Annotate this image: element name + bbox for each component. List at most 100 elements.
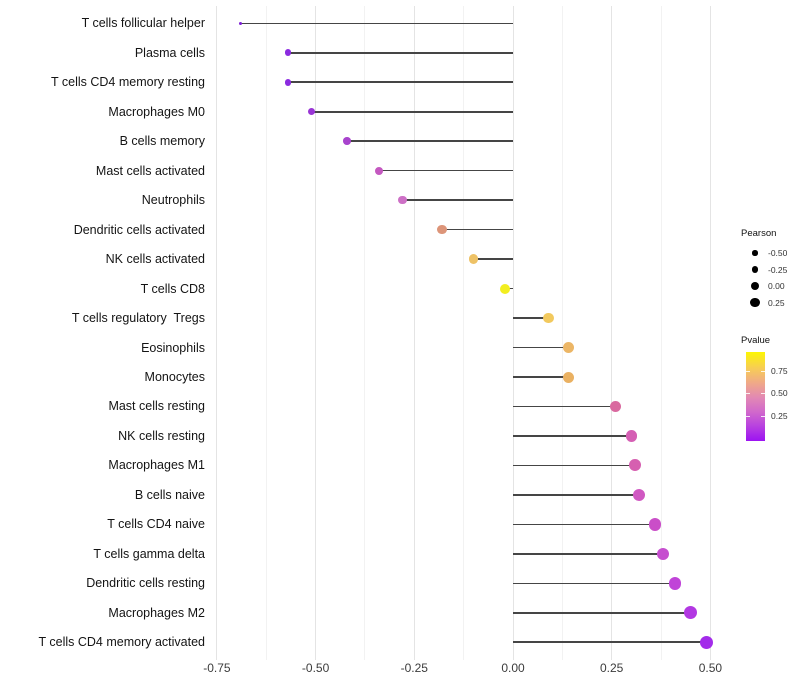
stem-segment (513, 523, 656, 526)
colorbar-label: 0.75 (771, 365, 788, 376)
data-point-dot (625, 430, 638, 442)
stem-segment (513, 346, 569, 349)
legend-size-label: 0.25 (768, 297, 785, 308)
data-point-dot (699, 635, 714, 650)
data-point-dot (609, 400, 622, 413)
stem-segment (513, 612, 691, 614)
category-label: Macrophages M1 (108, 458, 205, 473)
stem-segment (311, 110, 513, 113)
gridline-minor (561, 6, 563, 660)
category-label: Dendritic cells resting (86, 576, 205, 591)
stem-segment (402, 199, 513, 201)
gridline-major (315, 6, 317, 660)
gridline-minor (463, 6, 465, 660)
pvalue-colorbar (746, 352, 765, 441)
x-tick-label: -0.50 (301, 661, 330, 675)
data-point-dot (468, 254, 479, 264)
colorbar-tick (761, 393, 765, 395)
stem-segment (287, 51, 513, 54)
category-label: T cells CD8 (140, 281, 205, 296)
stem-segment (513, 317, 549, 319)
category-label: Monocytes (144, 370, 205, 384)
category-label: NK cells resting (118, 428, 205, 443)
data-point-dot (562, 371, 574, 383)
colorbar-label: 0.25 (771, 411, 788, 422)
category-label: T cells CD4 naive (107, 517, 205, 532)
category-label: T cells regulatory Tregs (71, 311, 205, 326)
gridline-minor (364, 6, 366, 660)
x-tick-label: -0.25 (400, 661, 428, 675)
gridline-minor (660, 6, 662, 660)
legend-pvalue-title: Pvalue (741, 335, 771, 346)
stem-segment (513, 435, 632, 437)
category-label: Mast cells resting (108, 399, 205, 414)
category-label: B cells naive (134, 487, 205, 502)
gridline-major (216, 6, 218, 660)
data-point-dot (374, 166, 383, 175)
stem-segment (287, 81, 513, 84)
gridline-minor (265, 6, 267, 660)
data-point-dot (238, 21, 243, 25)
stem-segment (240, 22, 513, 25)
stem-segment (513, 464, 636, 467)
category-label: Neutrophils (141, 193, 205, 208)
data-point-dot (633, 488, 646, 501)
x-tick-label: 0.00 (501, 661, 525, 675)
colorbar-label: 0.50 (771, 388, 788, 399)
gridline-major (512, 6, 514, 660)
category-label: B cells memory (119, 134, 205, 149)
data-point-dot (668, 576, 682, 590)
stem-segment (513, 553, 664, 555)
category-label: Mast cells activated (95, 163, 205, 178)
data-point-dot (398, 195, 407, 205)
legend-size-dot (750, 297, 760, 308)
stem-segment (513, 582, 675, 585)
x-tick-label: -0.75 (203, 661, 231, 675)
stem-segment (513, 376, 569, 378)
category-label: T cells CD4 memory activated (38, 635, 206, 650)
colorbar-tick (761, 370, 765, 372)
stem-segment (513, 405, 616, 408)
data-point-dot (656, 547, 670, 561)
data-point-dot (543, 312, 554, 324)
stem-segment (473, 258, 513, 260)
colorbar-tick (746, 393, 750, 395)
data-point-dot (500, 283, 511, 294)
gridline-major (413, 6, 415, 660)
x-tick-label: 0.50 (698, 661, 723, 675)
data-point-dot (629, 459, 642, 472)
stem-segment (513, 494, 640, 496)
data-point-dot (284, 49, 292, 57)
category-label: T cells follicular helper (81, 16, 205, 31)
stem-segment (441, 228, 513, 231)
legend-pearson-title: Pearson (741, 228, 777, 239)
legend-size-dot (752, 250, 758, 256)
stem-segment (513, 641, 707, 644)
data-point-dot (284, 78, 292, 86)
data-point-dot (437, 225, 447, 235)
gridline-major (611, 6, 613, 660)
data-point-dot (684, 606, 698, 620)
x-tick-label: 0.25 (600, 661, 624, 675)
category-label: Eosinophils (141, 340, 205, 355)
colorbar-tick (746, 370, 750, 372)
category-label: NK cells activated (105, 252, 205, 267)
legend-size-dot (751, 282, 759, 290)
legend-size-dot (751, 266, 759, 273)
data-point-dot (648, 518, 662, 531)
category-label: Macrophages M0 (108, 104, 205, 119)
legend-size-label: -0.25 (768, 264, 788, 275)
gridline-major (709, 6, 711, 660)
category-label: Plasma cells (134, 45, 205, 60)
colorbar-tick (746, 416, 750, 418)
category-label: Dendritic cells activated (73, 222, 205, 237)
category-label: T cells CD4 memory resting (51, 75, 205, 90)
legend-size-label: -0.50 (768, 248, 788, 258)
category-label: Macrophages M2 (108, 605, 205, 620)
stem-segment (347, 140, 513, 142)
data-point-dot (562, 342, 574, 354)
stem-segment (378, 169, 513, 172)
legend-size-label: 0.00 (768, 281, 785, 291)
data-point-dot (308, 108, 316, 116)
